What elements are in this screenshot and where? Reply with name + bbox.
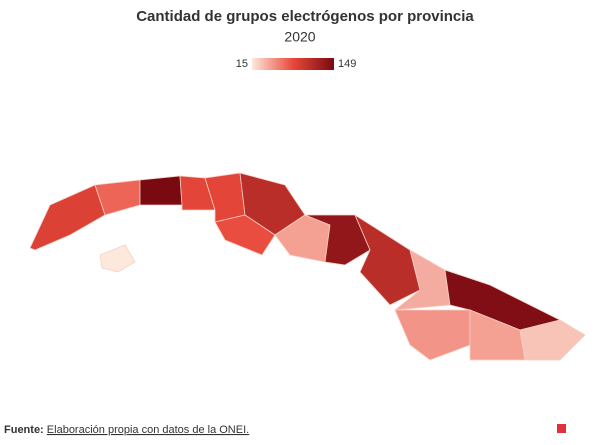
province	[393, 249, 451, 311]
footer-label: Fuente:	[4, 424, 44, 436]
legend-gradient	[252, 58, 334, 70]
logo	[557, 424, 566, 433]
footer-text[interactable]: Elaboración propia con datos de la ONEI.	[47, 424, 249, 436]
province	[354, 213, 421, 306]
chart-subtitle: 2020	[284, 29, 315, 45]
province	[99, 244, 136, 273]
province	[394, 309, 471, 361]
province	[179, 175, 216, 211]
footer: Fuente: Elaboración propia con datos de …	[4, 424, 249, 436]
province	[214, 214, 276, 256]
regions	[29, 172, 586, 361]
province	[29, 184, 106, 251]
legend-min: 15	[236, 58, 248, 70]
chart-title: Cantidad de grupos electrógenos por prov…	[136, 8, 474, 25]
province	[139, 175, 183, 206]
province	[469, 309, 526, 361]
province	[519, 319, 586, 361]
legend-max: 149	[338, 58, 356, 70]
province	[204, 172, 246, 223]
